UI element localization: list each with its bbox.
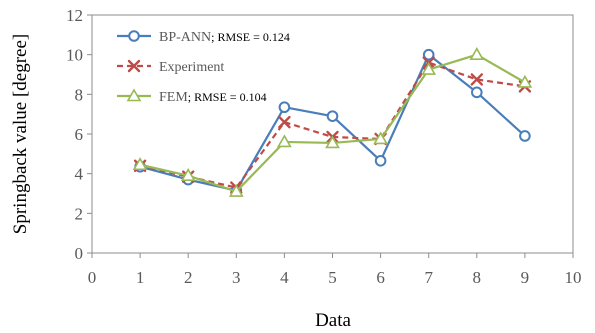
x-tick-label: 7	[424, 268, 433, 287]
plot-area-frame	[91, 14, 574, 254]
series-line-bp-ann	[139, 53, 526, 192]
x-tick-label: 6	[376, 268, 385, 287]
legend-entry-fem: FEM; RMSE = 0.104	[117, 88, 267, 105]
x-tick-label: 10	[565, 268, 582, 287]
legend-entry-bp-ann: BP-ANN; RMSE = 0.124	[117, 30, 290, 45]
data-point-fem	[469, 47, 485, 60]
y-tick-label: 8	[75, 85, 84, 104]
data-point-bp-ann	[519, 130, 531, 142]
data-point-fem	[325, 135, 340, 149]
data-point-fem	[373, 131, 388, 145]
legend-marker-experiment	[127, 59, 141, 73]
x-tick-label: 0	[88, 268, 97, 287]
data-point-fem	[180, 168, 196, 181]
x-tick-label: 1	[136, 268, 145, 287]
y-tick-label: 10	[66, 46, 83, 65]
y-tick-label: 12	[66, 6, 83, 25]
data-point-experiment	[278, 115, 291, 129]
series-fem	[132, 47, 533, 197]
data-point-bp-ann	[374, 154, 387, 167]
x-tick-label: 2	[184, 268, 193, 287]
legend-marker-fem	[126, 88, 142, 102]
data-point-fem	[132, 157, 148, 171]
data-point-bp-ann	[326, 110, 339, 122]
y-tick-label: 2	[75, 204, 84, 223]
x-axis-title: Data	[315, 310, 351, 331]
series-line-experiment	[139, 61, 526, 189]
legend-label-fem: FEM; RMSE = 0.104	[159, 90, 267, 105]
data-point-fem	[277, 134, 292, 148]
data-point-bp-ann	[278, 101, 291, 114]
series-line-fem	[139, 53, 526, 193]
legend-entry-experiment: Experiment	[117, 59, 224, 75]
data-point-fem	[421, 61, 437, 75]
y-axis-title: Springback value [degree]	[10, 34, 31, 234]
data-point-experiment	[470, 73, 483, 86]
x-tick-label: 4	[280, 268, 289, 287]
data-point-fem	[228, 183, 244, 197]
data-point-bp-ann	[471, 86, 483, 99]
x-tick-label: 5	[328, 268, 337, 287]
y-tick-label: 6	[75, 125, 84, 144]
x-tick-label: 9	[521, 268, 530, 287]
legend-label-experiment: Experiment	[159, 60, 224, 75]
y-tick-label: 4	[75, 165, 84, 184]
data-point-fem	[517, 74, 533, 88]
legend-label-bp-ann: BP-ANN; RMSE = 0.124	[159, 30, 290, 45]
x-tick-label: 8	[473, 268, 482, 287]
y-tick-label: 0	[75, 244, 84, 263]
series-experiment	[133, 56, 532, 194]
x-tick-label: 3	[232, 268, 241, 287]
data-point-bp-ann	[422, 48, 435, 61]
legend-marker-bp-ann	[128, 30, 140, 42]
